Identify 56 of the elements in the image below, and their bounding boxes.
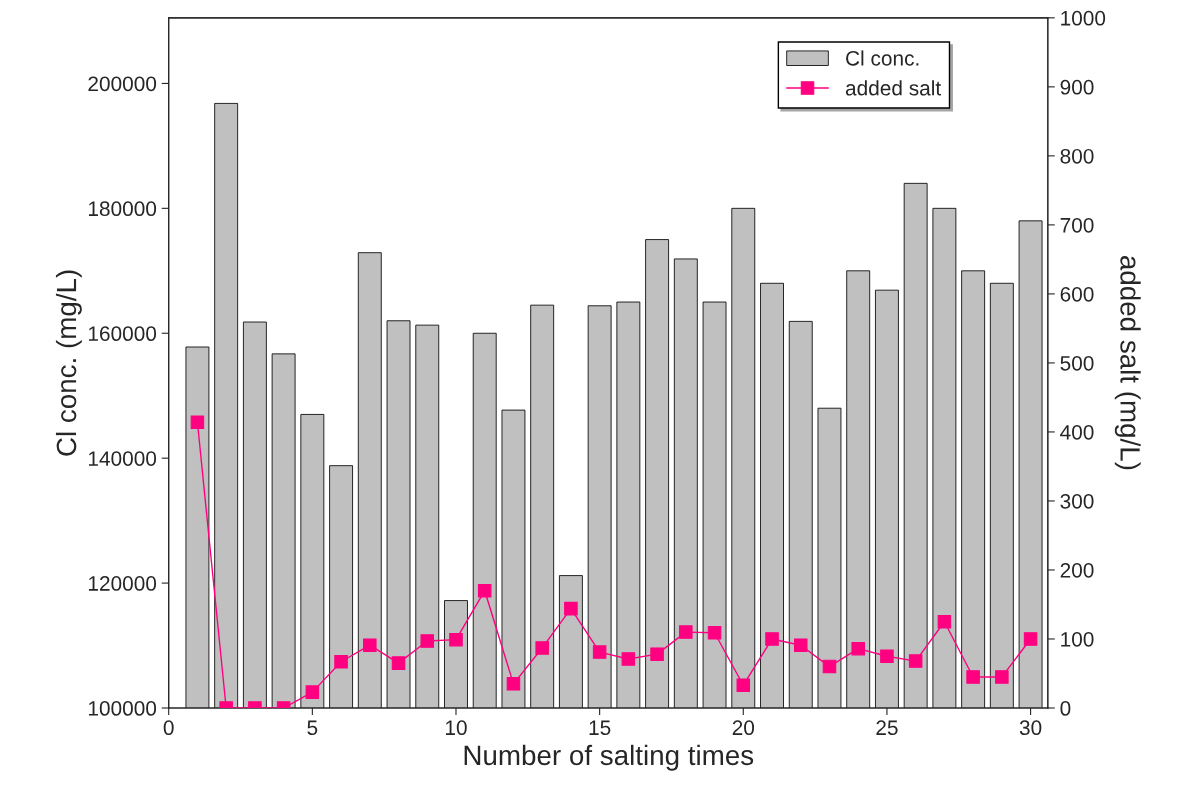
y2-tick-label: 400 <box>1060 424 1094 440</box>
y-axis-title: Cl conc. (mg/L) <box>55 270 82 456</box>
point <box>880 649 894 664</box>
x-tick-label: 30 <box>1019 720 1042 736</box>
point <box>966 670 980 684</box>
point <box>707 626 722 640</box>
legend-label: added salt <box>845 80 942 96</box>
point <box>851 641 865 656</box>
y-tick-label: 200000 <box>88 76 157 92</box>
legend-label: Cl conc. <box>846 50 919 66</box>
point <box>535 641 549 655</box>
point <box>564 601 578 616</box>
point <box>1023 632 1038 646</box>
point <box>793 638 808 652</box>
point <box>449 632 463 647</box>
point <box>650 647 664 661</box>
x-tick-label: 10 <box>445 720 467 736</box>
point <box>420 634 435 648</box>
y2-tick-label: 100 <box>1061 631 1094 647</box>
point <box>305 685 320 699</box>
y2-tick-label: 900 <box>1060 79 1094 95</box>
point <box>679 625 693 639</box>
y-tick-label: 100000 <box>88 701 157 716</box>
point <box>334 654 348 669</box>
point <box>908 654 923 668</box>
point <box>190 415 205 430</box>
point <box>363 638 377 652</box>
y2-axis-title: added salt (mg/L) <box>1114 256 1141 470</box>
point <box>765 632 779 646</box>
point <box>592 645 607 659</box>
y2-tick-label: 800 <box>1060 148 1094 164</box>
y2-tick-label: 0 <box>1060 701 1071 716</box>
x-tick-label: 0 <box>163 720 174 736</box>
point <box>477 583 492 598</box>
x-tick-label: 5 <box>307 720 318 736</box>
point <box>506 677 521 691</box>
point <box>937 614 952 629</box>
y2-tick-label: 1000 <box>1061 10 1106 26</box>
x-tick-label: 15 <box>589 720 611 736</box>
y2-tick-label: 200 <box>1060 562 1094 578</box>
x-tick-label: 20 <box>732 720 755 736</box>
point <box>391 656 406 670</box>
point <box>995 670 1009 684</box>
point <box>736 678 751 692</box>
y2-tick-label: 700 <box>1060 217 1094 233</box>
y-tick-label: 120000 <box>88 576 157 591</box>
y-tick-label: 180000 <box>88 201 157 217</box>
x-axis-title: Number of salting times <box>464 744 754 771</box>
y-tick-label: 160000 <box>88 326 157 342</box>
point <box>621 652 636 666</box>
y2-tick-label: 600 <box>1060 286 1094 302</box>
y2-tick-label: 500 <box>1060 355 1094 371</box>
point <box>822 659 837 674</box>
x-tick-label: 25 <box>876 720 898 736</box>
y-tick-label: 140000 <box>88 451 157 466</box>
y2-tick-label: 300 <box>1060 493 1094 509</box>
